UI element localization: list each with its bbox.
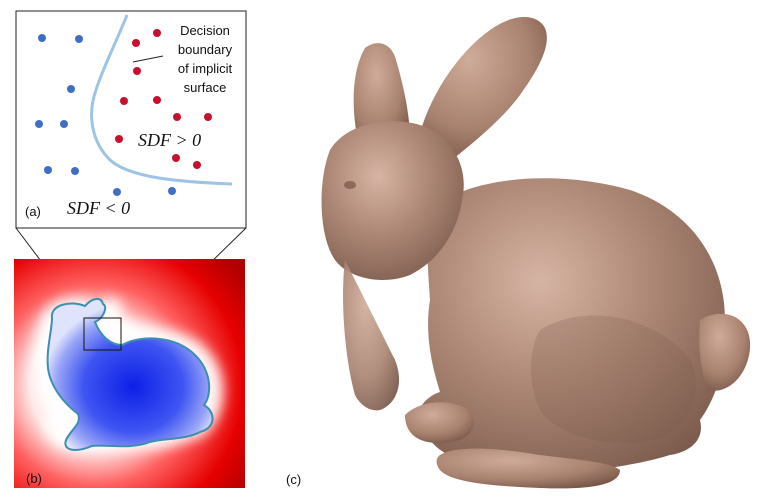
panel-b-label: (b) bbox=[26, 471, 42, 486]
outside-point bbox=[115, 135, 123, 143]
inside-points bbox=[35, 34, 176, 196]
outside-point bbox=[153, 29, 161, 37]
inside-point bbox=[75, 35, 83, 43]
panel-a: Decision boundary of implicit surface SD… bbox=[15, 10, 247, 229]
bunny-tail bbox=[699, 313, 751, 391]
panel-c-label: (c) bbox=[286, 472, 301, 487]
outside-points bbox=[115, 29, 212, 169]
inside-point bbox=[35, 120, 43, 128]
bunny-body bbox=[416, 178, 726, 472]
annotation-line-3: of implicit bbox=[178, 61, 233, 76]
bunny-eye bbox=[344, 181, 356, 189]
decision-boundary-curve bbox=[90, 14, 233, 186]
inside-point bbox=[60, 120, 68, 128]
zoom-box bbox=[83, 317, 122, 351]
bunny-front-paw bbox=[405, 402, 474, 443]
panel-b: (b) bbox=[14, 259, 245, 488]
bunny-front-ear bbox=[418, 17, 547, 160]
positive-sdf-label: SDF > 0 bbox=[138, 130, 201, 150]
negative-sdf-label: SDF < 0 bbox=[67, 198, 130, 218]
bunny-head bbox=[321, 121, 464, 280]
bunny-silhouette-contour bbox=[46, 298, 214, 451]
bunny-thigh-shading bbox=[531, 315, 696, 443]
outside-point bbox=[132, 39, 140, 47]
annotation-line-4: surface bbox=[184, 80, 227, 95]
inside-point bbox=[168, 187, 176, 195]
outside-point bbox=[172, 154, 180, 162]
panel-a-label: (a) bbox=[25, 204, 41, 219]
outside-point bbox=[193, 161, 201, 169]
inside-point bbox=[44, 166, 52, 174]
outside-point bbox=[204, 113, 212, 121]
panel-c: (c) bbox=[286, 17, 751, 489]
annotation-leader-line bbox=[132, 55, 164, 63]
bunny-rear-foot bbox=[436, 448, 620, 489]
inside-point bbox=[71, 167, 79, 175]
inside-point bbox=[38, 34, 46, 42]
outside-point bbox=[133, 67, 141, 75]
annotation-line-2: boundary bbox=[178, 42, 233, 57]
outside-point bbox=[173, 113, 181, 121]
outside-point bbox=[120, 97, 128, 105]
outside-point bbox=[153, 96, 161, 104]
inside-point bbox=[67, 85, 75, 93]
annotation-line-1: Decision bbox=[180, 23, 230, 38]
inside-point bbox=[113, 188, 121, 196]
bunny-front-leg bbox=[343, 260, 400, 411]
